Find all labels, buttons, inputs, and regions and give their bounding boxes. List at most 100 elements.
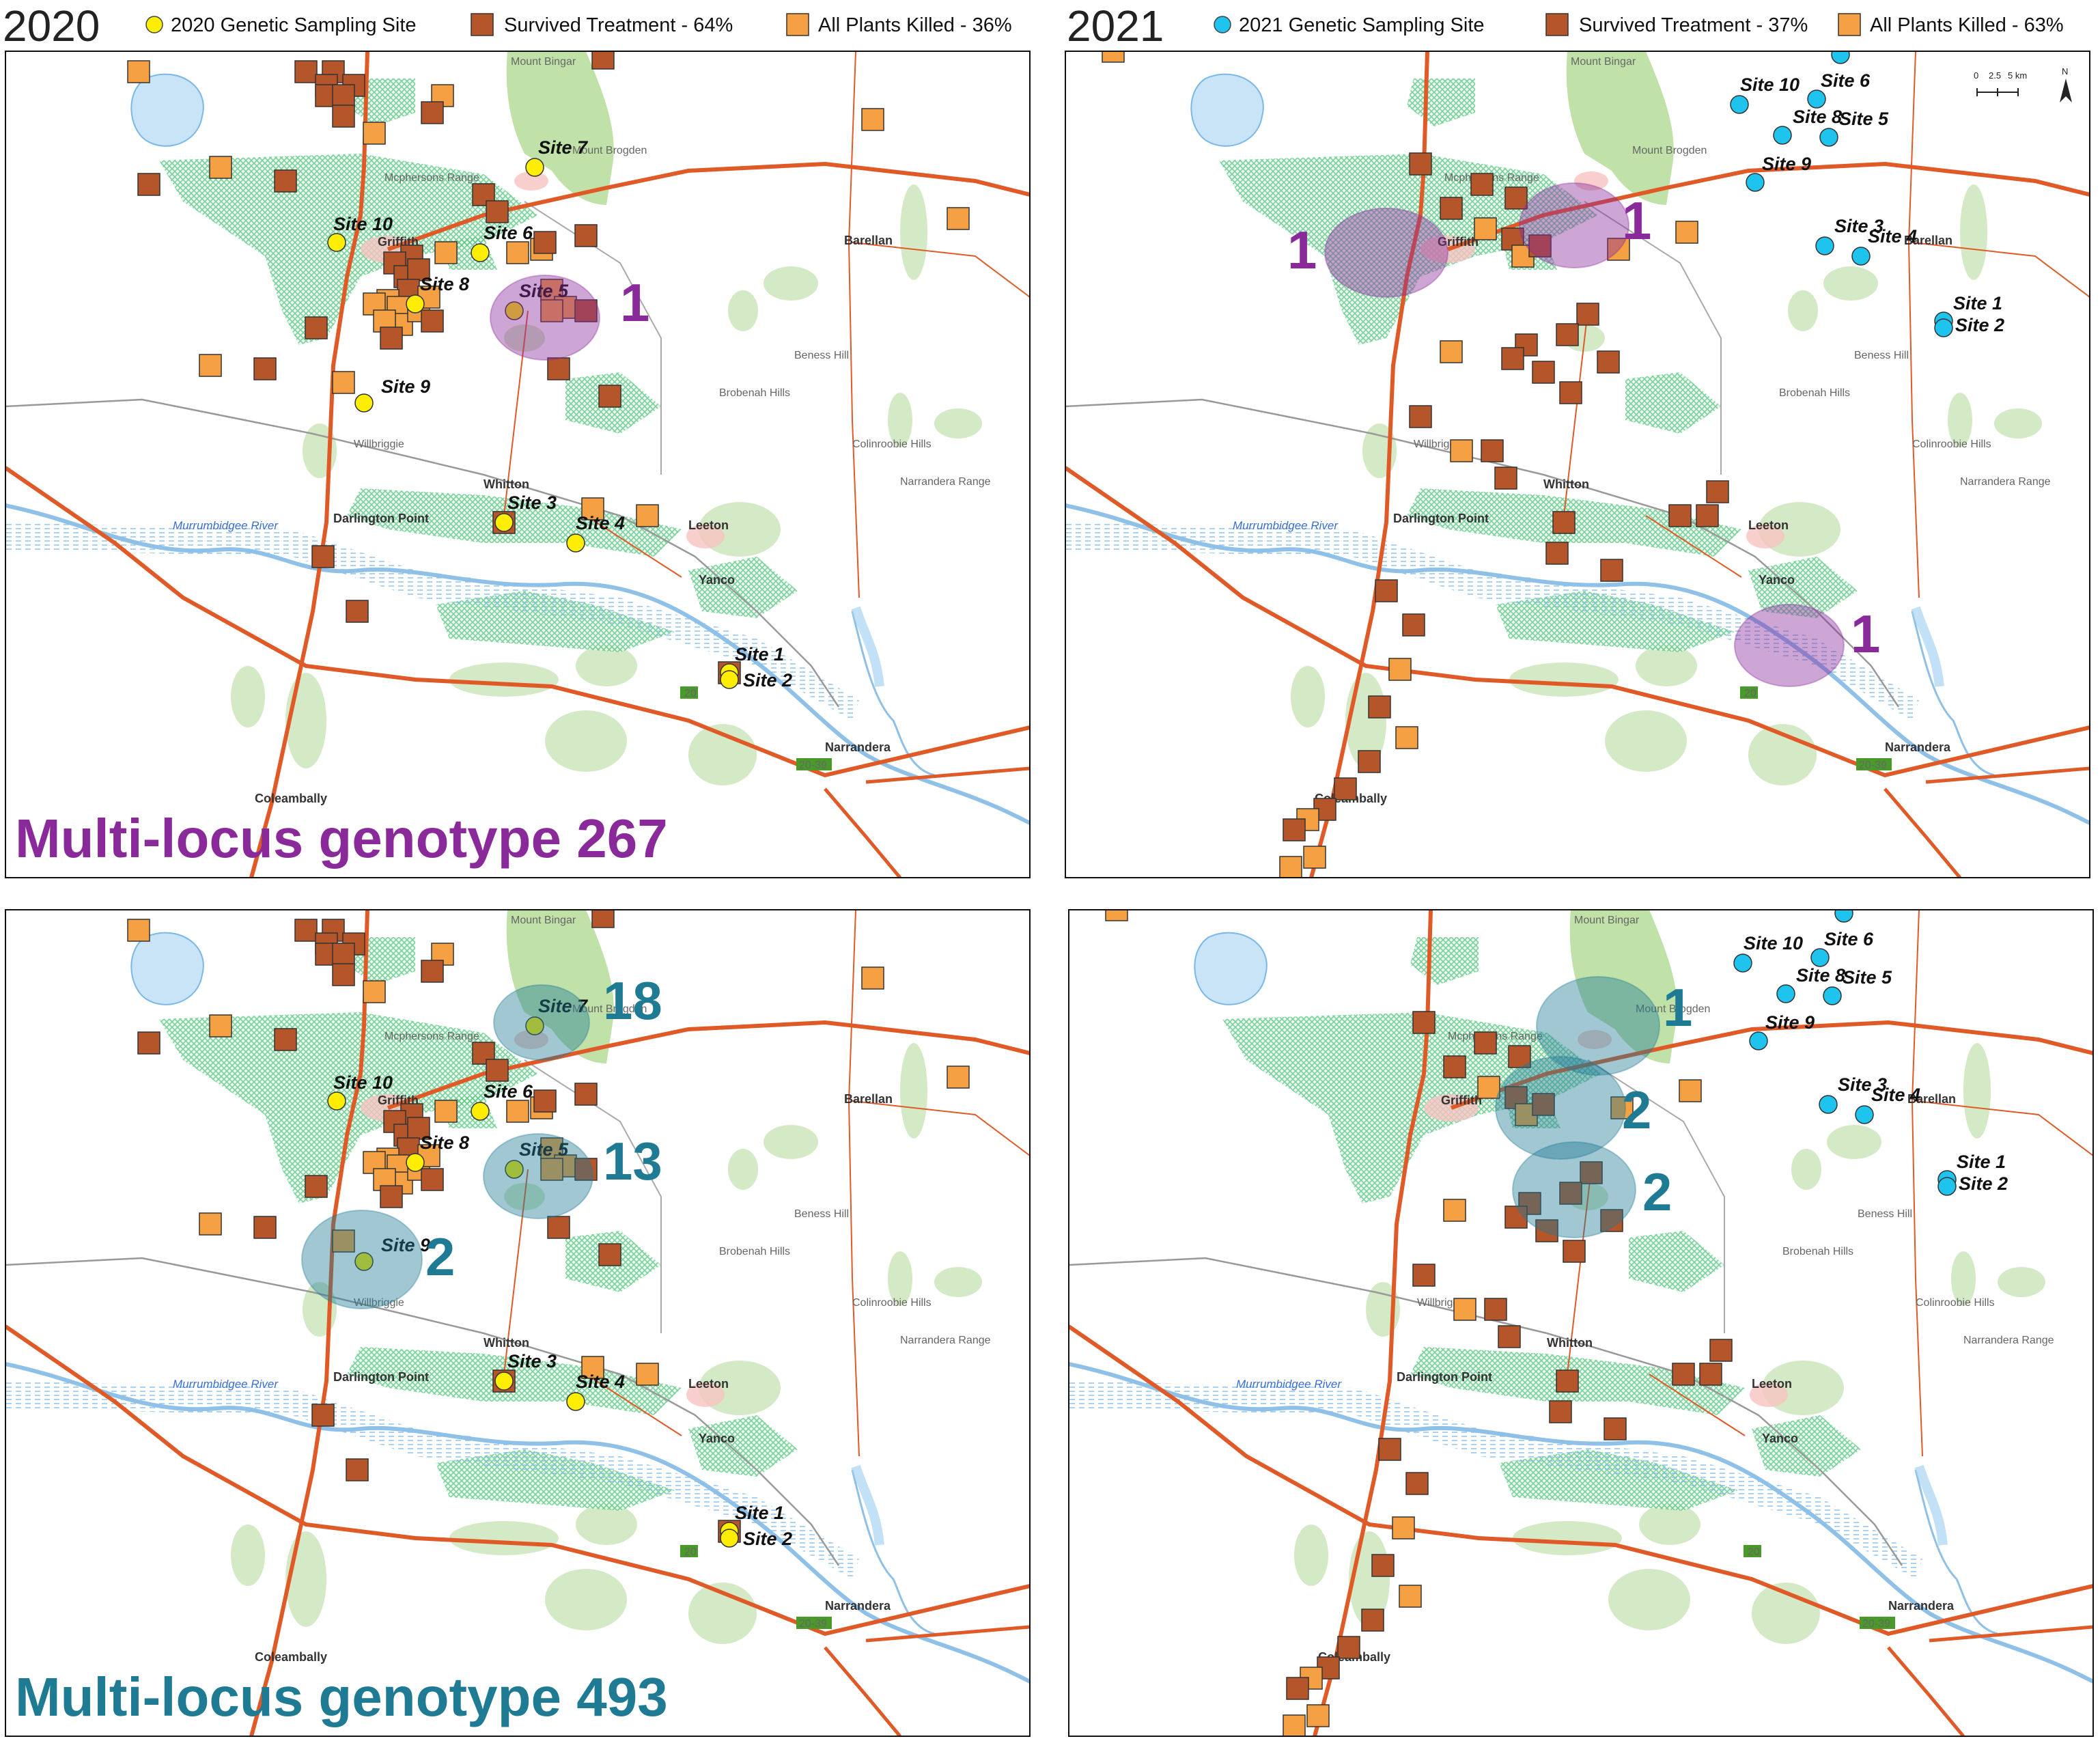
place-label-whitton: Whitton [1547, 1336, 1593, 1350]
green-patch [1605, 710, 1687, 772]
main-road [5, 466, 1030, 778]
green-patch [1827, 1125, 1881, 1159]
all-plants-killed-marker [1279, 856, 1302, 878]
survived-treatment-marker [1549, 1400, 1572, 1423]
survived-treatment-marker [1699, 1363, 1722, 1386]
green-patch [1294, 1524, 1328, 1586]
sampling-site-marker [1807, 89, 1826, 109]
lagoon [1914, 1464, 1948, 1546]
survived-treatment-marker [1559, 381, 1582, 404]
site-label-7: Site 7 [538, 137, 589, 158]
survived-treatment-marker [332, 963, 355, 986]
place-label-mount-brogden: Mount Brogden [572, 145, 647, 156]
survived-treatment-marker [1706, 480, 1729, 503]
green-patch [1509, 663, 1619, 697]
minor-road [585, 515, 682, 578]
site-label-3: Site 3 [507, 492, 557, 513]
survived-treatment-marker [1474, 1031, 1497, 1055]
sampling-site-marker [1776, 984, 1795, 1003]
sampling-site-marker [1746, 173, 1765, 192]
sampling-site-marker [1773, 126, 1792, 145]
minor-road [1567, 1169, 1592, 1375]
minor-road [1563, 310, 1588, 516]
survived-treatment-marker [1709, 1339, 1733, 1362]
survived-treatment-marker [1494, 466, 1517, 490]
legend-site-2021-marker [1214, 16, 1231, 33]
green-patch [1639, 1504, 1700, 1545]
survived-treatment-marker [1402, 613, 1425, 637]
all-plants-killed-marker [332, 371, 355, 394]
all-plants-killed-marker [199, 354, 222, 377]
town-area [1578, 1030, 1612, 1049]
road-shield-2039-label: 20-39 [1862, 1618, 1890, 1630]
genotype-detection-ellipse [1734, 604, 1845, 687]
survived-treatment-marker [1371, 1554, 1395, 1577]
sampling-site-marker [1851, 247, 1871, 266]
all-plants-killed-marker [363, 980, 386, 1003]
minor-road [585, 1374, 682, 1436]
year-2021-label: 2021 [1067, 1, 1164, 51]
genotype-detection-ellipse [1512, 1141, 1636, 1238]
survived-treatment-marker [1563, 1240, 1586, 1263]
place-label-brobenah-hills: Brobenah Hills [719, 387, 790, 399]
place-label-narrandera-range: Narrandera Range [900, 476, 991, 488]
place-label-darlington-point: Darlington Point [333, 512, 429, 525]
all-plants-killed-marker [1679, 1079, 1702, 1102]
railway-line [524, 1059, 662, 1333]
site-label-5: Site 5 [519, 281, 569, 301]
railway-line [1587, 1059, 1725, 1333]
place-label-willbriggie: Willbriggie [354, 438, 404, 450]
place-label-yanco: Yanco [1759, 573, 1795, 587]
road-shield-20-label: 20 [684, 1546, 697, 1558]
survived-treatment-marker [1504, 1206, 1528, 1229]
survived-treatment-marker [311, 1404, 335, 1427]
genotype-detection-ellipse [301, 1210, 423, 1309]
main-road [1887, 1646, 1965, 1736]
all-plants-killed-marker [332, 1229, 355, 1253]
all-plants-killed-marker [1399, 1585, 1422, 1608]
place-label-beness-hill: Beness Hill [794, 1208, 849, 1220]
place-label-barellan: Barellan [844, 234, 893, 247]
road-shield-20-label: 20 [1748, 1546, 1760, 1558]
sampling-site-marker [720, 1529, 739, 1548]
creek [851, 611, 935, 777]
green-patch [1960, 184, 1987, 280]
sampling-site-marker [406, 294, 425, 314]
place-label-yanco: Yanco [699, 1432, 735, 1445]
legend-killed-2020-text: All Plants Killed - 36% [818, 14, 1012, 36]
railway-line [5, 1257, 840, 1566]
place-label-narrandera-range: Narrandera Range [1963, 1335, 2054, 1346]
all-plants-killed-marker [1450, 439, 1473, 462]
sampling-site-marker [327, 1091, 346, 1111]
all-plants-killed-marker [1102, 51, 1125, 63]
place-label-colinroobie-hills: Colinroobie Hills [1912, 438, 1991, 450]
sampling-site-marker [1815, 236, 1834, 255]
survived-treatment-marker [1504, 186, 1528, 210]
minor-road [1645, 515, 1742, 578]
survived-treatment-marker [1696, 504, 1719, 527]
survived-treatment-marker [533, 231, 557, 254]
scale-bar-label-2-5: 2.5 [1989, 70, 2001, 81]
green-patch [764, 266, 818, 301]
detection-count-label: 1 [1663, 977, 1692, 1037]
all-plants-killed-marker [581, 497, 604, 520]
genotype-detection-ellipse [1519, 182, 1629, 268]
survived-treatment-marker [1361, 1608, 1384, 1632]
sampling-site-marker [505, 1160, 524, 1179]
legend-survived-2021-marker [1545, 13, 1569, 36]
site-label-1: Site 1 [735, 1503, 784, 1523]
legend-site-2020-marker [145, 16, 163, 33]
all-plants-killed-marker [1303, 846, 1326, 869]
survived-treatment-marker [421, 960, 444, 983]
all-plants-killed-marker [199, 1212, 222, 1236]
sampling-site-marker [494, 513, 514, 532]
place-label-coleambally: Coleambally [255, 1650, 327, 1664]
place-label-leeton: Leeton [688, 1377, 729, 1391]
place-label-murrumbidgee-river: Murrumbidgee River [173, 519, 279, 532]
lagoon [851, 606, 884, 687]
place-label-mount-brogden: Mount Brogden [572, 1003, 647, 1015]
all-plants-killed-marker [434, 241, 458, 264]
legend-survived-2020-marker [471, 13, 494, 36]
survived-treatment-marker [253, 1216, 277, 1239]
